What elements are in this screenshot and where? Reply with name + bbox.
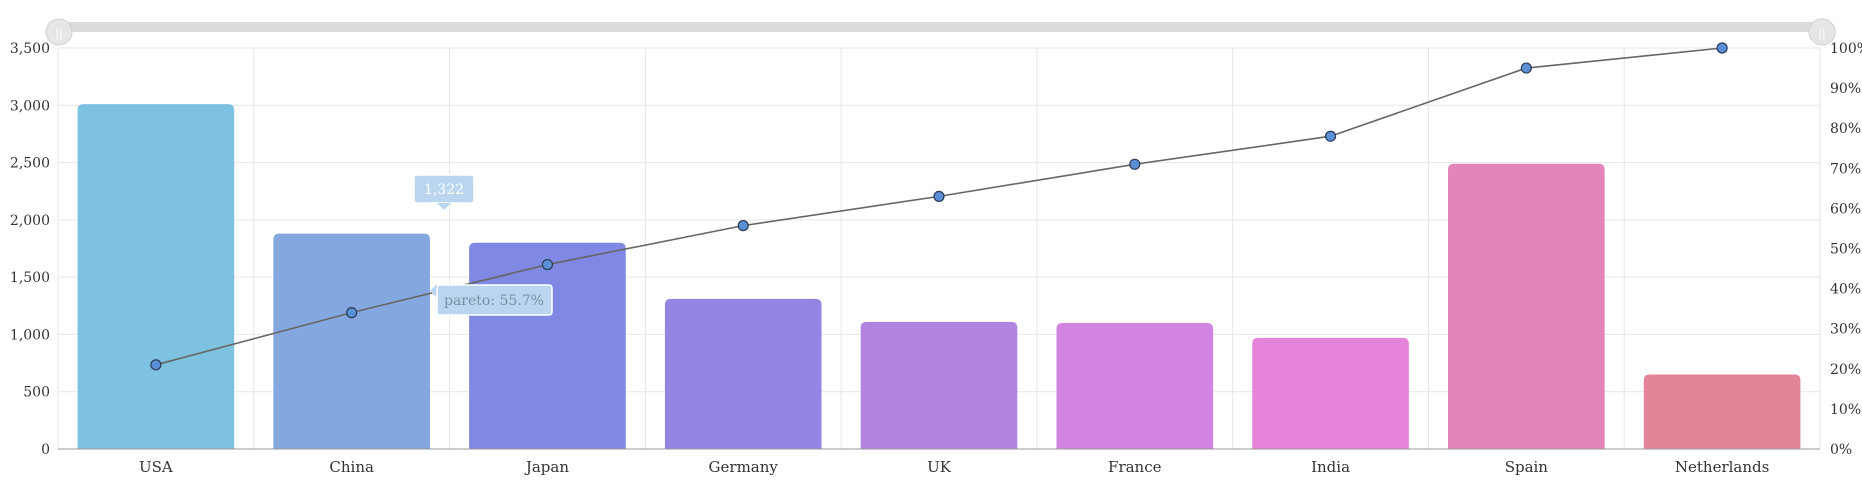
bar-germany[interactable] [664,298,822,449]
y2-axis-tick-label: 70% [1830,161,1861,177]
bar-china[interactable] [273,233,430,449]
range-slider-handle-right[interactable]: || [1808,18,1836,46]
x-axis-tick-label: UK [927,458,952,476]
bar-india[interactable] [1252,337,1409,449]
x-axis-tick-label: India [1311,458,1350,476]
y2-axis-tick-label: 100% [1830,41,1862,57]
axes: 0 500 1,000 1,500 2,000 2,500 3,000 3,500 0% 10% 2… [10,41,1862,476]
y2-axis-tick-label: 60% [1830,201,1861,217]
range-slider-handle-left-label: || [55,27,62,41]
y2-axis-tick-label: 10% [1830,402,1861,418]
bar-france[interactable] [1056,322,1214,449]
bar-value-tooltip: 1,322 [413,174,475,210]
grid-lines [57,47,1821,450]
pareto-line-series [150,42,1728,371]
bar-uk[interactable] [860,321,1018,449]
y2-axis-tick-label: 0% [1830,442,1852,458]
pareto-point-uk[interactable] [933,190,945,202]
pareto-point-germany[interactable] [737,220,749,232]
x-axis-tick-label: USA [139,458,173,476]
y-axis-tick-label: 3,500 [10,41,50,57]
y-axis-tick-label: 1,000 [10,327,50,343]
y2-axis-tick-label: 80% [1830,121,1861,137]
y-axis-tick-label: 2,500 [10,156,50,172]
pareto-point-india[interactable] [1324,130,1337,142]
pareto-point-usa[interactable] [150,359,162,371]
y2-axis-tick-label: 30% [1830,322,1861,338]
x-axis-tick-label: Netherlands [1675,458,1769,476]
y-axis-tick-label: 1,500 [10,270,50,286]
pareto-point-spain[interactable] [1520,62,1532,74]
range-slider-handle-left[interactable]: || [45,18,73,46]
y-axis-tick-label: 0 [41,442,50,458]
y-axis-tick-label: 3,000 [10,98,50,114]
bar-spain[interactable] [1448,163,1605,449]
pareto-tooltip-text: pareto: 55.7% [444,293,544,309]
bar-series [77,104,1801,449]
pareto-point-china[interactable] [346,307,358,319]
pareto-tooltip: pareto: 55.7% [430,284,553,316]
x-axis-tick-label: China [329,458,374,476]
bar-netherlands[interactable] [1643,374,1801,449]
x-axis-tick-label: Japan [524,458,570,476]
y-axis-tick-label: 500 [23,385,50,401]
bar-japan[interactable] [469,242,626,449]
pareto-point-japan[interactable] [541,258,554,271]
y2-axis-tick-label: 50% [1830,242,1861,258]
y2-axis-tick-label: 90% [1830,81,1861,97]
y-axis-tick-label: 2,000 [10,213,50,229]
pareto-point-france[interactable] [1129,158,1141,170]
range-slider-track[interactable] [52,22,1822,32]
x-axis-tick-label: France [1108,458,1162,476]
x-axis-tick-label: Germany [709,458,779,476]
pareto-point-netherlands[interactable] [1716,42,1728,54]
bar-value-tooltip-text: 1,322 [424,182,464,198]
bar-usa[interactable] [77,104,235,449]
y2-axis-tick-label: 20% [1830,362,1861,378]
x-axis-tick-label: Spain [1505,458,1549,476]
range-slider-handle-right-label: || [1818,27,1825,41]
y2-axis-tick-label: 40% [1830,282,1861,298]
